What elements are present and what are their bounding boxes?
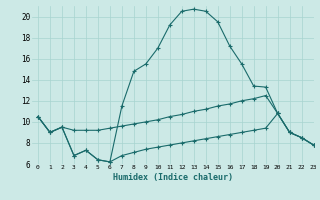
X-axis label: Humidex (Indice chaleur): Humidex (Indice chaleur) bbox=[113, 173, 233, 182]
